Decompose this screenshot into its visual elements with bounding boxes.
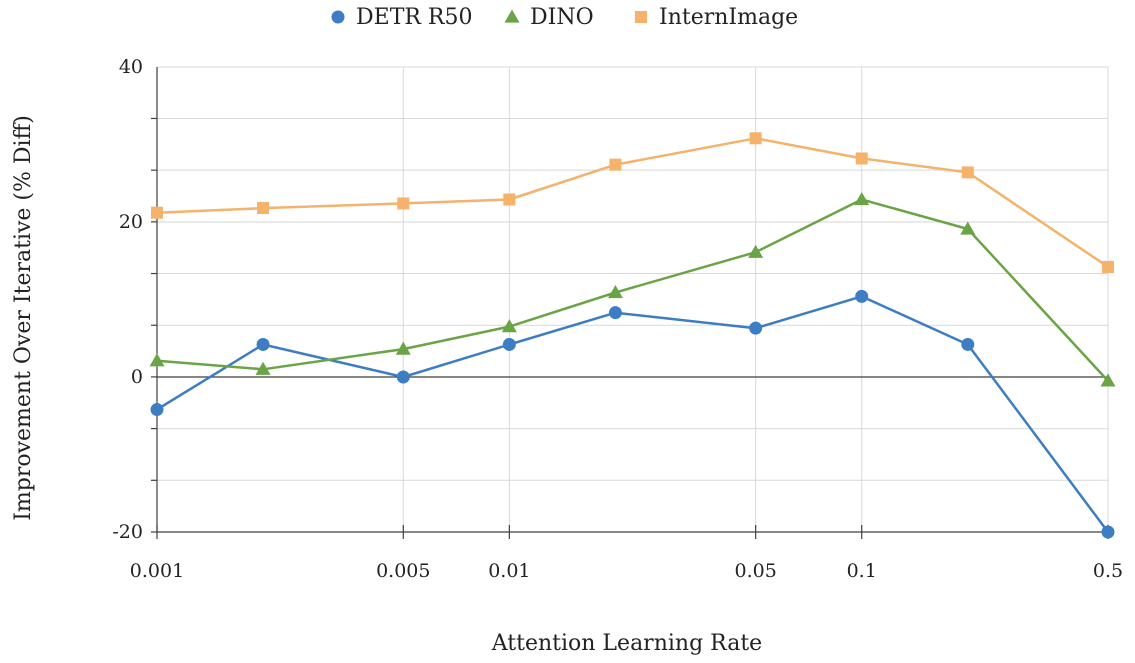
data-point-dino (1100, 373, 1116, 387)
gridlines (156, 66, 1109, 533)
x-tick-label: 0.5 (1093, 560, 1123, 582)
x-axis-label: Attention Learning Rate (491, 631, 762, 656)
legend: DETR R50 DINO InternImage (331, 5, 798, 30)
legend-item-dino: DINO (504, 5, 594, 30)
legend-marker-dino (504, 9, 520, 23)
legend-label-internimage: InternImage (659, 5, 798, 30)
y-tick-label: 40 (119, 56, 143, 78)
series-line-internimage (156, 137, 1109, 268)
series-internimage (151, 132, 1114, 273)
y-axis-label: Improvement Over Iterative (% Diff) (11, 115, 36, 521)
series-detr-r50 (150, 289, 1115, 539)
y-tick-label: -20 (112, 521, 143, 543)
data-point-dino (395, 341, 411, 355)
legend-label-detr-r50: DETR R50 (356, 5, 473, 30)
data-point-detr-r50 (855, 289, 869, 303)
data-point-internimage (397, 197, 410, 210)
legend-item-detr-r50: DETR R50 (331, 5, 473, 30)
data-point-internimage (151, 206, 163, 219)
x-tick-label: 0.001 (130, 560, 184, 582)
y-tick-label: 20 (119, 211, 143, 233)
data-point-dino (149, 353, 165, 367)
data-point-detr-r50 (256, 337, 270, 351)
data-point-detr-r50 (396, 370, 410, 384)
x-tick-label: 0.01 (488, 560, 530, 582)
data-point-detr-r50 (502, 337, 516, 351)
legend-item-internimage: InternImage (635, 5, 798, 30)
x-tick-label: 0.005 (376, 560, 430, 582)
data-point-dino (854, 192, 870, 206)
data-point-detr-r50 (608, 306, 622, 320)
data-point-detr-r50 (961, 337, 975, 351)
legend-marker-detr-r50 (331, 10, 345, 24)
axes (151, 67, 1109, 539)
data-point-internimage (1102, 260, 1114, 273)
y-tick-label: 0 (131, 366, 143, 388)
tick-labels: -20 0 20 40 0.001 0.005 0.01 0.05 0.1 0.5 (112, 56, 1123, 582)
legend-marker-internimage (635, 11, 647, 23)
x-tick-label: 0.05 (734, 560, 776, 582)
series-dino (149, 192, 1116, 387)
data-point-dino (960, 221, 976, 235)
data-point-dino (607, 285, 623, 299)
data-point-internimage (503, 193, 516, 206)
data-point-internimage (257, 202, 270, 215)
data-point-internimage (855, 152, 868, 165)
data-point-detr-r50 (749, 321, 763, 335)
x-tick-label: 0.1 (847, 560, 877, 582)
data-point-internimage (961, 166, 974, 179)
series-group (149, 132, 1116, 539)
series-line-detr-r50 (156, 295, 1110, 533)
data-point-dino (255, 361, 271, 375)
data-point-dino (748, 244, 764, 258)
data-point-dino (501, 319, 517, 333)
data-point-detr-r50 (1101, 525, 1115, 539)
data-point-detr-r50 (150, 403, 164, 417)
legend-label-dino: DINO (530, 5, 594, 30)
data-point-internimage (609, 158, 622, 171)
data-point-internimage (749, 132, 762, 145)
